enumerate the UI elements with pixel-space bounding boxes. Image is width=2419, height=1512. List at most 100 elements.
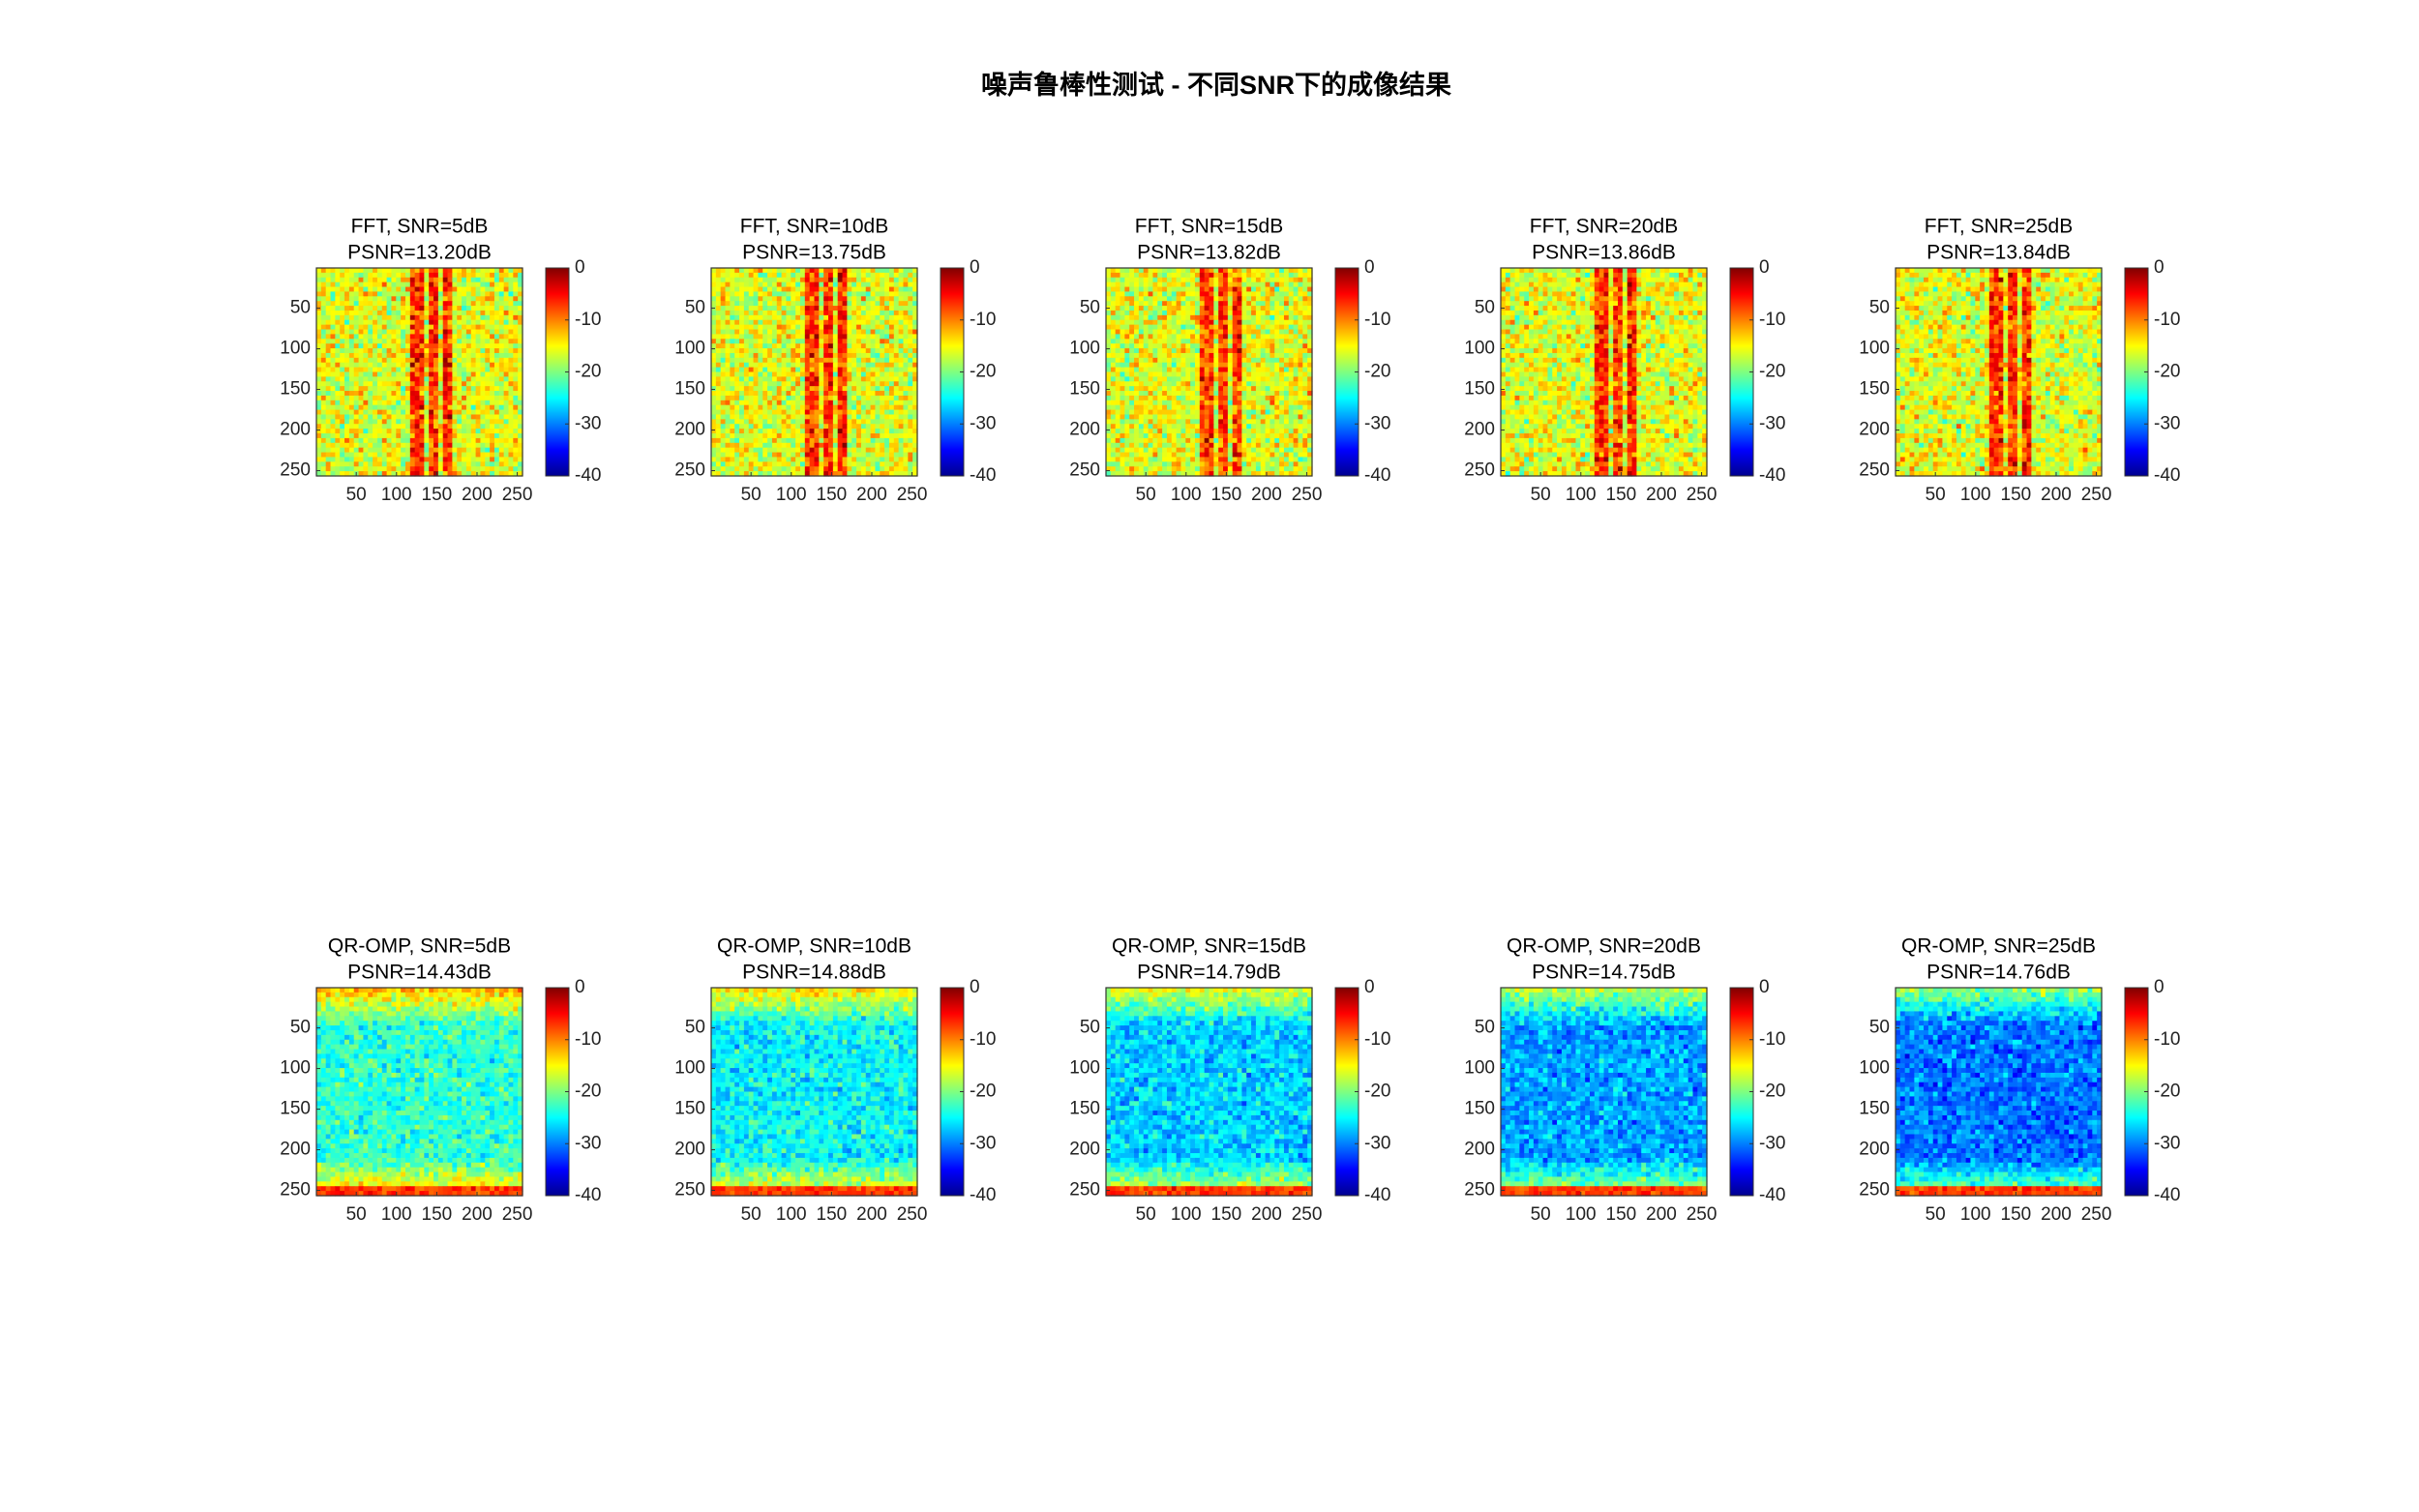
heatmap-cell [321,330,326,335]
heatmap-cell [499,368,504,372]
heatmap-cell [331,453,336,458]
heatmap-cell [452,429,457,433]
heatmap-cell [429,320,433,325]
heatmap-cell [377,348,382,353]
heatmap-cell [476,343,481,348]
heatmap-cell [490,424,494,429]
heatmap-cell [401,386,405,391]
heatmap-cell [504,334,509,339]
heatmap-cell [433,358,438,363]
heatmap-cell [405,353,410,358]
heatmap-cell [331,400,336,405]
heatmap-cell [363,287,368,292]
heatmap-cell [871,278,876,282]
heatmap-cell [387,353,392,358]
heatmap-cell [405,372,410,377]
heatmap-cell [326,414,331,419]
heatmap-cell [354,443,359,448]
heatmap-cell [368,311,373,315]
heatmap-cell [433,339,438,343]
heatmap-cell [452,301,457,306]
heatmap-cell [326,339,331,343]
x-tick-label: 150 [422,485,453,505]
heatmap-cell [504,287,509,292]
heatmap-cell [410,291,415,296]
heatmap-cell [786,268,791,273]
heatmap-cell [344,330,349,335]
heatmap-cell [331,339,336,343]
heatmap-cell [471,278,476,282]
heatmap-cell [471,405,476,410]
heatmap-cell [485,376,490,381]
heatmap-cell [448,443,453,448]
heatmap-cell [326,306,331,311]
heatmap-cell [359,466,364,471]
heatmap-cell [438,391,443,396]
heatmap-cell [438,268,443,273]
heatmap-cell [513,287,518,292]
heatmap-cell [405,461,410,466]
heatmap-cell [359,273,364,278]
heatmap-cell [331,348,336,353]
heatmap-cell [490,330,494,335]
heatmap-cell [457,443,462,448]
heatmap-cell [485,287,490,292]
heatmap-cell [462,368,466,372]
heatmap-cell [377,330,382,335]
heatmap-cell [443,461,448,466]
heatmap-cell [373,386,377,391]
heatmap-cell [466,433,471,438]
heatmap-cell [354,278,359,282]
heatmap-cell [424,414,429,419]
x-tick-label: 250 [502,485,533,505]
heatmap-cell [368,453,373,458]
heatmap-cell [405,311,410,315]
heatmap-cell [443,315,448,320]
heatmap-cell [448,433,453,438]
heatmap-cell [354,268,359,273]
heatmap-cell [476,320,481,325]
heatmap-cell [344,410,349,415]
heatmap-cell [433,410,438,415]
heatmap-cell [391,353,396,358]
heatmap-cell [866,273,871,278]
heatmap-cell [485,414,490,419]
heatmap-cell [349,443,354,448]
heatmap-cell [443,443,448,448]
heatmap-cell [420,320,425,325]
heatmap-cell [457,429,462,433]
heatmap-cell [490,278,494,282]
heatmap-cell [462,358,466,363]
heatmap-cell [466,453,471,458]
heatmap-cell [833,282,838,287]
heatmap-cell [438,396,443,400]
heatmap-cell [508,457,513,461]
heatmap-cell [508,287,513,292]
heatmap-cell [490,320,494,325]
heatmap-cell [387,438,392,443]
heatmap-cell [420,343,425,348]
heatmap-cell [410,334,415,339]
heatmap-cell [448,306,453,311]
heatmap-cell [476,368,481,372]
heatmap-cell [843,273,848,278]
heatmap-cell [494,334,499,339]
heatmap-cell [485,358,490,363]
heatmap-cell [452,311,457,315]
heatmap-cell [321,443,326,448]
heatmap-cell [466,414,471,419]
heatmap-cell [363,429,368,433]
heatmap-cell [415,278,420,282]
heatmap-cell [420,353,425,358]
heatmap-cell [349,311,354,315]
heatmap-cell [476,296,481,301]
heatmap-cell [485,466,490,471]
heatmap-cell [452,358,457,363]
heatmap-cell [480,405,485,410]
heatmap-cell [438,414,443,419]
heatmap-cell [457,466,462,471]
heatmap-cell [368,325,373,330]
heatmap-cell [368,358,373,363]
heatmap-cell [335,278,340,282]
heatmap-cell [851,268,856,273]
